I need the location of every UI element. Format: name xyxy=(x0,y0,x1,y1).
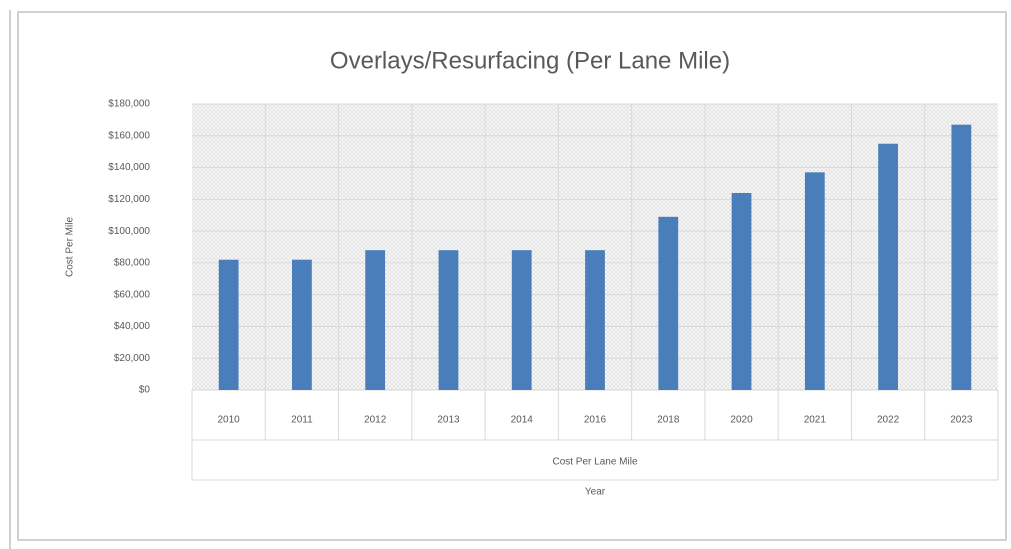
x-tick-label: 2016 xyxy=(584,415,607,426)
x-tick-label: 2018 xyxy=(657,415,680,426)
bar xyxy=(365,250,386,390)
bar xyxy=(731,192,752,390)
bar xyxy=(951,124,972,391)
x-tick-label: 2020 xyxy=(730,415,753,426)
y-tick-label: $80,000 xyxy=(114,258,151,269)
bar xyxy=(585,250,605,390)
x-tick-label: 2013 xyxy=(437,415,460,426)
x-tick-label: 2023 xyxy=(950,415,973,426)
bar xyxy=(878,143,898,390)
y-tick-label: $140,000 xyxy=(108,162,150,173)
bar xyxy=(292,259,312,390)
x-tick-label: 2010 xyxy=(218,415,241,426)
x-tick-label: 2011 xyxy=(291,415,313,426)
x-tick-label: 2021 xyxy=(804,415,827,426)
y-tick-label: $160,000 xyxy=(108,130,150,141)
x-tick-label: 2022 xyxy=(877,415,900,426)
y-tick-label: $120,000 xyxy=(108,194,150,205)
y-tick-label: $40,000 xyxy=(114,321,151,332)
x-group-label: Cost Per Lane Mile xyxy=(552,457,637,468)
y-tick-label: $60,000 xyxy=(114,289,151,300)
bar xyxy=(658,216,679,390)
bar xyxy=(218,259,239,390)
y-tick-label: $20,000 xyxy=(114,353,151,364)
y-tick-label: $100,000 xyxy=(108,226,150,237)
x-axis-label: Year xyxy=(585,487,606,498)
x-tick-label: 2012 xyxy=(364,415,387,426)
chart-title: Overlays/Resurfacing (Per Lane Mile) xyxy=(330,47,730,74)
y-tick-label: $0 xyxy=(139,385,151,396)
bar xyxy=(511,250,532,390)
bar xyxy=(804,172,825,390)
y-tick-label: $180,000 xyxy=(108,99,150,110)
bar xyxy=(438,250,459,390)
x-tick-label: 2014 xyxy=(511,415,534,426)
y-axis-label: Cost Per Mile xyxy=(65,217,76,277)
